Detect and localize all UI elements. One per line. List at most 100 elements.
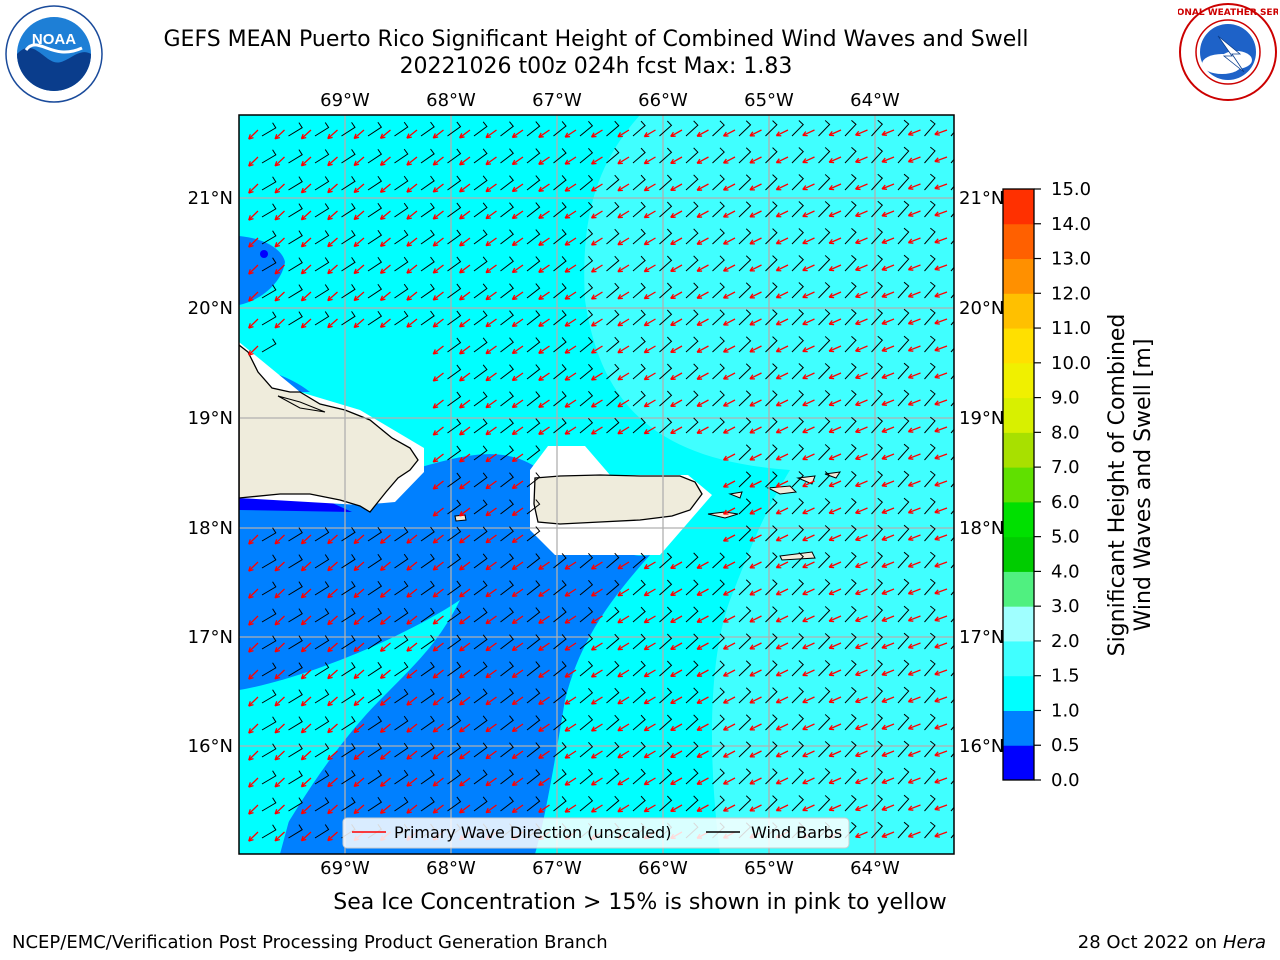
wave-direction-arrow xyxy=(828,237,842,245)
wave-direction-arrow xyxy=(828,183,842,191)
wave-direction-arrow xyxy=(300,696,312,707)
footer-credit: NCEP/EMC/Verification Post Processing Pr… xyxy=(12,932,608,953)
colorbar-band xyxy=(1003,640,1034,677)
wind-barb xyxy=(288,581,303,596)
wave-direction-arrow xyxy=(511,210,524,220)
wind-barb xyxy=(473,634,488,650)
wind-barb xyxy=(765,471,778,488)
wave-direction-arrow xyxy=(749,534,762,542)
wave-direction-arrow xyxy=(248,237,259,248)
wave-direction-arrow xyxy=(274,642,285,653)
nws-ring-text: NATIONAL WEATHER SERVICE xyxy=(1178,8,1278,18)
wind-barb xyxy=(897,335,910,353)
wind-barb xyxy=(314,311,330,326)
wind-barb xyxy=(871,254,884,272)
wave-direction-arrow xyxy=(775,588,789,596)
wind-barb xyxy=(632,633,646,650)
wave-direction-arrow xyxy=(617,156,630,165)
wave-direction-arrow xyxy=(670,156,683,165)
wave-direction-arrow xyxy=(643,615,656,624)
wind-barb xyxy=(500,202,514,218)
wave-direction-arrow xyxy=(353,588,365,599)
wind-barb xyxy=(447,445,462,461)
wave-direction-arrow xyxy=(907,426,921,433)
wave-direction-arrow xyxy=(564,696,577,705)
wind-barb xyxy=(447,796,462,812)
wave-direction-arrow xyxy=(643,804,656,813)
wave-direction-arrow xyxy=(564,777,577,786)
wind-barb xyxy=(871,389,884,407)
wind-barb xyxy=(447,310,462,326)
wind-barb xyxy=(579,336,594,353)
wind-barb xyxy=(791,444,804,461)
wind-barb xyxy=(341,257,356,272)
wind-barb xyxy=(791,714,804,731)
wave-direction-arrow xyxy=(459,777,471,787)
wave-direction-arrow xyxy=(327,318,338,329)
wave-direction-arrow xyxy=(300,831,312,842)
wind-barb xyxy=(791,606,804,623)
wind-barb xyxy=(314,554,330,569)
wave-direction-arrow xyxy=(855,723,868,731)
wave-direction-arrow xyxy=(775,507,789,515)
wave-direction-arrow xyxy=(828,426,842,434)
wave-direction-arrow xyxy=(406,561,418,571)
wave-direction-arrow xyxy=(907,345,921,352)
wave-direction-arrow xyxy=(379,561,391,571)
wave-direction-arrow xyxy=(248,264,259,275)
wind-barb xyxy=(659,606,673,623)
wind-barb xyxy=(367,553,383,569)
wave-direction-arrow xyxy=(459,183,471,193)
wave-direction-arrow xyxy=(643,129,656,138)
wave-direction-arrow xyxy=(511,723,524,733)
wave-direction-arrow xyxy=(485,777,497,787)
wave-direction-arrow xyxy=(802,507,815,515)
wave-direction-arrow xyxy=(907,372,921,379)
wave-direction-arrow xyxy=(775,291,789,299)
wind-barb xyxy=(738,687,752,704)
wind-barb xyxy=(394,634,409,650)
wind-barb xyxy=(473,310,488,326)
colorbar-tick-label: 6.0 xyxy=(1051,492,1080,513)
wind-barb xyxy=(765,714,778,731)
wind-barb xyxy=(818,525,831,542)
wind-barb xyxy=(394,607,409,623)
wave-direction-arrow xyxy=(406,210,418,220)
wave-direction-arrow xyxy=(459,129,471,139)
sea-ice-note: Sea Ice Concentration > 15% is shown in … xyxy=(333,890,947,915)
wind-barb xyxy=(818,633,831,650)
wave-direction-arrow xyxy=(643,372,656,381)
wind-barb xyxy=(897,362,910,380)
wind-barb xyxy=(712,255,725,272)
wave-direction-arrow xyxy=(590,696,603,705)
wind-barb xyxy=(579,417,594,434)
wave-direction-arrow xyxy=(485,372,497,382)
wave-direction-arrow xyxy=(670,588,683,597)
wave-direction-arrow xyxy=(353,696,365,707)
wave-direction-arrow xyxy=(327,750,338,761)
wind-barb xyxy=(606,336,620,353)
wind-barb xyxy=(261,257,277,272)
wave-direction-arrow xyxy=(248,291,259,302)
wave-direction-arrow xyxy=(722,318,736,326)
wind-barb xyxy=(341,689,356,704)
wave-direction-arrow xyxy=(379,237,391,247)
wave-direction-arrow xyxy=(855,318,868,326)
wind-barb xyxy=(632,147,646,164)
colorbar-label-line2: Wind Waves and Swell [m] xyxy=(1131,339,1156,632)
wave-direction-arrow xyxy=(617,345,630,354)
wind-barb xyxy=(526,337,541,353)
colorbar-band xyxy=(1003,362,1034,399)
wave-direction-arrow xyxy=(590,561,603,570)
wave-direction-arrow xyxy=(511,561,524,571)
wind-barb xyxy=(526,553,541,569)
wave-direction-arrow xyxy=(300,777,312,788)
wind-barb xyxy=(712,714,725,731)
wind-barb xyxy=(394,553,409,569)
wind-barb xyxy=(659,660,673,677)
wave-direction-arrow xyxy=(749,669,762,677)
wave-direction-arrow xyxy=(459,696,471,706)
wave-direction-arrow xyxy=(617,426,630,435)
wind-barb xyxy=(420,229,435,245)
